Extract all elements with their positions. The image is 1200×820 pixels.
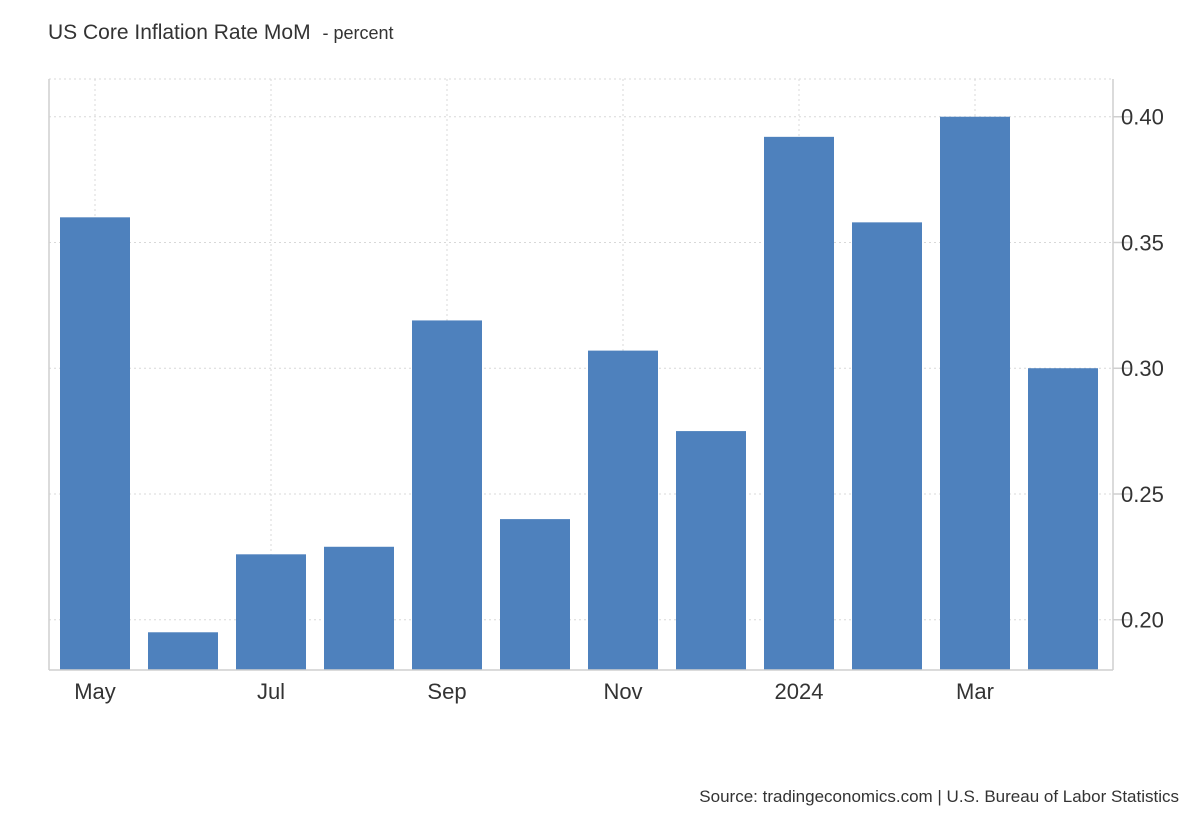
x-tick-label: Sep [427, 679, 466, 704]
chart-title: US Core Inflation Rate MoM - percent [48, 21, 394, 44]
y-tick-label: 0.20 [1121, 608, 1164, 633]
x-tick-labels: May Jul Sep Nov 2024 Mar [74, 679, 994, 704]
bar[interactable] [236, 554, 306, 670]
bar[interactable] [500, 519, 570, 670]
y-tick-label: 0.30 [1121, 356, 1164, 381]
bar[interactable] [940, 116, 1010, 671]
x-tick-label: Mar [956, 679, 994, 704]
bars [60, 116, 1098, 671]
bar[interactable] [1028, 368, 1098, 670]
x-tick-label: May [74, 679, 116, 704]
bar[interactable] [588, 350, 658, 670]
x-tick-label: 2024 [775, 679, 824, 704]
bar[interactable] [852, 222, 922, 670]
bar[interactable] [60, 217, 130, 670]
chart-subtitle: - percent [322, 23, 393, 43]
bar[interactable] [412, 320, 482, 670]
x-tick-label: Jul [257, 679, 285, 704]
y-tick-labels: 0.20 0.25 0.30 0.35 0.40 [1121, 105, 1164, 633]
bar[interactable] [764, 136, 834, 671]
bar[interactable] [324, 546, 394, 670]
bar[interactable] [148, 632, 218, 670]
y-tick-label: 0.25 [1121, 482, 1164, 507]
chart-title-main: US Core Inflation Rate MoM [48, 21, 311, 44]
y-tick-label: 0.35 [1121, 230, 1164, 255]
axes [48, 79, 1131, 671]
y-tick-label: 0.40 [1121, 105, 1164, 130]
source-note: Source: tradingeconomics.com | U.S. Bure… [699, 787, 1179, 806]
bar[interactable] [676, 431, 746, 670]
x-tick-label: Nov [603, 679, 642, 704]
